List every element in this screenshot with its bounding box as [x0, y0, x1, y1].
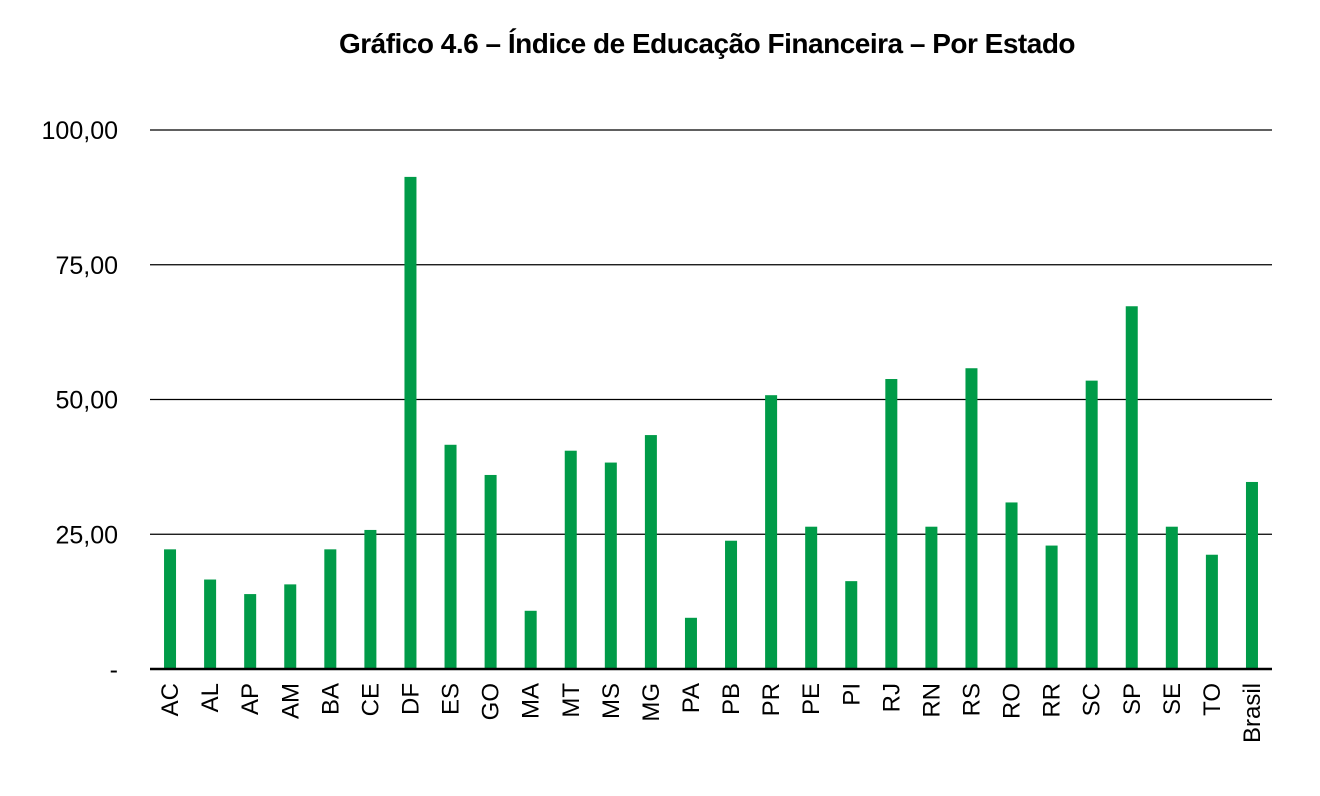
x-tick-label: PR: [758, 683, 785, 716]
bar-ro: [1005, 502, 1018, 669]
x-tick-label: CE: [357, 683, 384, 716]
x-tick-label: PE: [798, 683, 825, 715]
gridlines: [150, 129, 1272, 535]
bar-mg: [644, 435, 657, 669]
x-tick-label: RO: [999, 683, 1026, 719]
x-tick-label: TO: [1199, 683, 1226, 716]
bar-al: [204, 579, 217, 669]
x-tick-label: MG: [638, 683, 665, 722]
bar-rr: [1045, 545, 1058, 669]
x-tick-label: GO: [478, 683, 505, 720]
bar-sp: [1125, 306, 1138, 669]
bar-ba: [324, 549, 337, 669]
y-axis-ticks: - 25,00 50,00 75,00 100,00: [42, 117, 118, 684]
y-tick-label: 75,00: [55, 252, 118, 280]
x-tick-label: SE: [1159, 683, 1186, 715]
x-tick-label: AL: [197, 683, 224, 712]
x-tick-label: Brasil: [1239, 683, 1266, 743]
x-tick-label: RJ: [878, 683, 905, 712]
bar-sc: [1085, 380, 1098, 669]
bars: [164, 176, 1258, 669]
x-tick-label: RR: [1039, 683, 1066, 718]
y-tick-label: -: [110, 656, 118, 684]
bar-rj: [885, 379, 898, 669]
x-tick-label: MA: [518, 683, 545, 719]
x-tick-label: PB: [718, 683, 745, 715]
y-tick-label: 100,00: [42, 117, 118, 145]
bar-rn: [925, 526, 938, 669]
bar-go: [484, 474, 497, 669]
bar-ap: [244, 594, 257, 669]
x-tick-label: AP: [237, 683, 264, 715]
bar-to: [1205, 554, 1218, 669]
bar-pa: [684, 617, 697, 669]
x-tick-label: RS: [958, 683, 985, 716]
x-tick-label: RN: [918, 683, 945, 718]
bar-rs: [965, 368, 978, 669]
x-tick-label: AM: [277, 683, 304, 719]
x-tick-label: DF: [397, 683, 424, 715]
x-tick-label: PI: [838, 683, 865, 706]
x-tick-label: MT: [558, 683, 585, 718]
bar-ce: [364, 529, 377, 669]
y-tick-label: 25,00: [55, 521, 118, 549]
x-tick-label: PA: [678, 683, 705, 713]
bar-am: [284, 584, 297, 669]
chart-title: Gráfico 4.6 – Índice de Educação Finance…: [338, 28, 1076, 59]
bar-se: [1165, 526, 1178, 669]
bar-pe: [805, 526, 818, 669]
x-axis-ticks: AC AL AP AM BA CE DF ES GO MA MT MS MG PA PB PR PE PI RJ RN…: [157, 683, 1266, 743]
x-tick-label: SC: [1079, 683, 1106, 716]
bar-ms: [604, 462, 617, 669]
y-tick-label: 50,00: [55, 387, 118, 415]
x-tick-label: ES: [438, 683, 465, 715]
bar-pb: [725, 540, 738, 669]
x-tick-label: AC: [157, 683, 184, 716]
bar-df: [404, 176, 417, 669]
x-tick-label: SP: [1119, 683, 1146, 715]
bar-es: [444, 444, 457, 669]
bar-ma: [524, 610, 537, 669]
bar-ac: [164, 549, 177, 669]
x-tick-label: BA: [317, 683, 344, 715]
bar-pi: [845, 581, 858, 669]
x-tick-label: MS: [598, 683, 625, 719]
bar-pr: [765, 395, 778, 669]
bar-mt: [564, 450, 577, 669]
bar-brasil: [1245, 481, 1258, 669]
